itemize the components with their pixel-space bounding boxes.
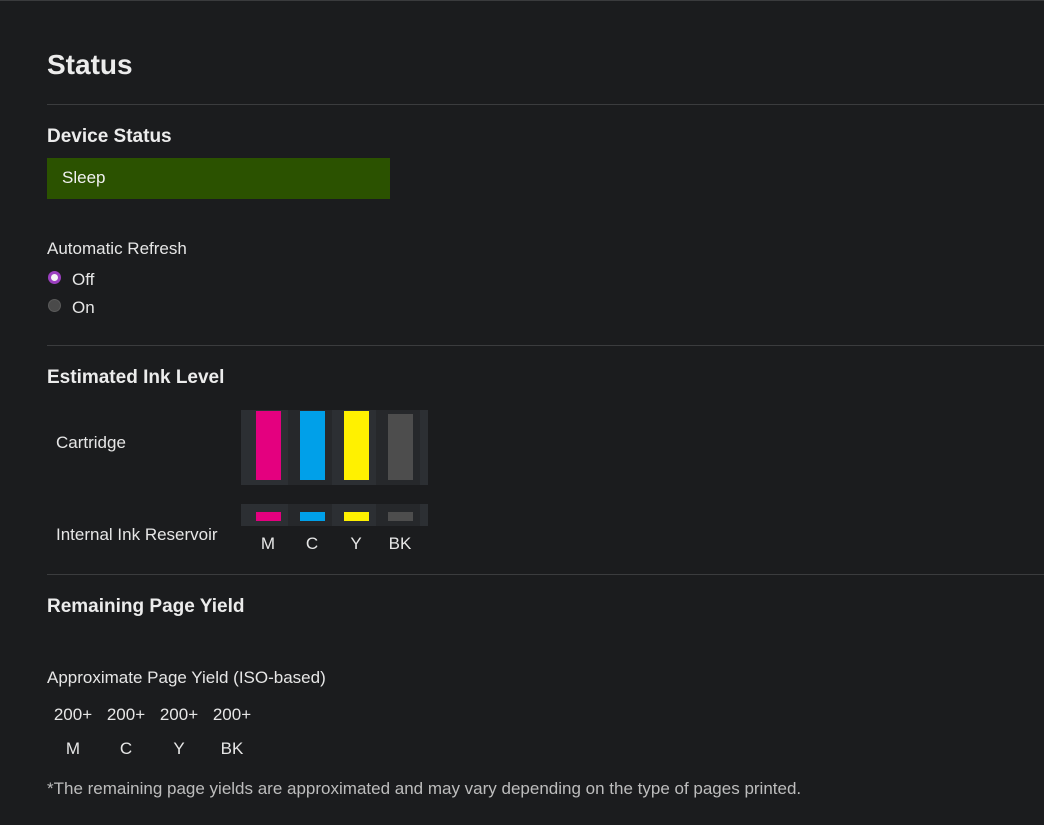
divider — [47, 345, 1044, 346]
yield-value: 200+ — [212, 705, 252, 724]
reservoir-bar-bk — [388, 512, 413, 521]
yield-value: 200+ — [159, 705, 199, 724]
auto-refresh-label: Automatic Refresh — [47, 239, 187, 258]
yield-label: Y — [173, 739, 185, 758]
divider — [47, 574, 1044, 575]
yield-label: BK — [220, 739, 244, 758]
ink-level-heading: Estimated Ink Level — [47, 367, 225, 388]
ink-label-y: Y — [350, 534, 362, 553]
page-yield-subheading: Approximate Page Yield (ISO-based) — [47, 668, 326, 687]
reservoir-label: Internal Ink Reservoir — [56, 525, 218, 544]
ink-label-bk: BK — [388, 534, 412, 553]
ink-label-m: M — [260, 534, 276, 553]
page-title: Status — [47, 49, 133, 80]
yield-value: 200+ — [106, 705, 146, 724]
cartridge-ink-chart — [241, 410, 428, 485]
page-yield-heading: Remaining Page Yield — [47, 596, 245, 617]
reservoir-bar-c — [300, 512, 325, 521]
yield-label: M — [65, 739, 81, 758]
radio-off-label[interactable]: Off — [72, 270, 95, 289]
cartridge-bar-m — [256, 411, 281, 480]
device-status-heading: Device Status — [47, 126, 172, 147]
reservoir-bar-m — [256, 512, 281, 521]
cartridge-bar-y — [344, 411, 369, 480]
page-yield-note: *The remaining page yields are approxima… — [47, 779, 802, 798]
reservoir-ink-chart — [241, 504, 428, 526]
yield-value: 200+ — [53, 705, 93, 724]
cartridge-bar-c — [300, 411, 325, 480]
reservoir-bar-y — [344, 512, 369, 521]
divider — [47, 104, 1044, 105]
cartridge-bar-bk — [388, 414, 413, 480]
radio-on-label[interactable]: On — [72, 298, 95, 317]
radio-off-button[interactable] — [48, 271, 61, 284]
ink-label-c: C — [305, 534, 319, 553]
cartridge-label: Cartridge — [56, 433, 126, 452]
radio-on-button[interactable] — [48, 299, 61, 312]
device-status-badge: Sleep — [47, 158, 390, 199]
yield-label: C — [119, 739, 133, 758]
